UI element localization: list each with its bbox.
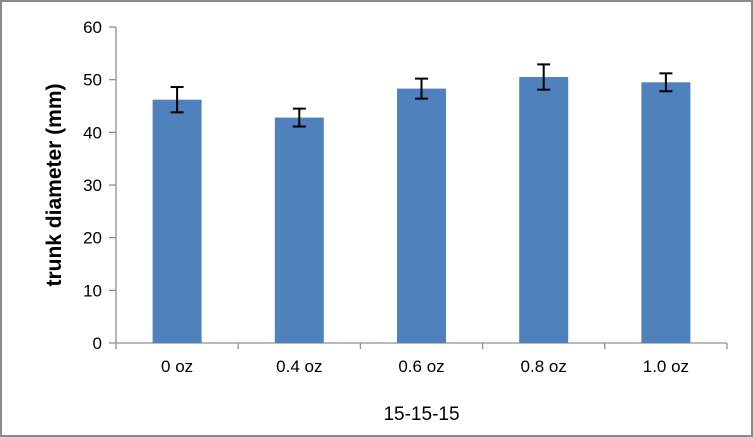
bar-0.4-oz: [274, 117, 324, 343]
y-tick-label: 60: [83, 18, 102, 37]
bar-1.0-oz: [641, 82, 691, 344]
x-tick-label: 0.6 oz: [398, 357, 444, 376]
x-tick-label: 0.8 oz: [521, 357, 567, 376]
y-tick-label: 30: [83, 176, 102, 195]
y-tick-label: 20: [83, 229, 102, 248]
bar-0.8-oz: [519, 77, 569, 344]
bar-0.6-oz: [397, 88, 446, 344]
y-axis-title: trunk diameter (mm): [43, 83, 66, 287]
y-tick-label: 50: [83, 71, 102, 90]
y-tick-label: 10: [83, 281, 102, 300]
x-tick-label: 0.4 oz: [276, 357, 322, 376]
x-tick-label: 0 oz: [161, 357, 193, 376]
x-axis-title: 15-15-15: [383, 404, 460, 425]
bar-0-oz: [152, 99, 202, 344]
y-tick-label: 40: [83, 123, 102, 142]
x-tick-label: 1.0 oz: [643, 357, 689, 376]
y-tick-label: 0: [93, 334, 102, 353]
